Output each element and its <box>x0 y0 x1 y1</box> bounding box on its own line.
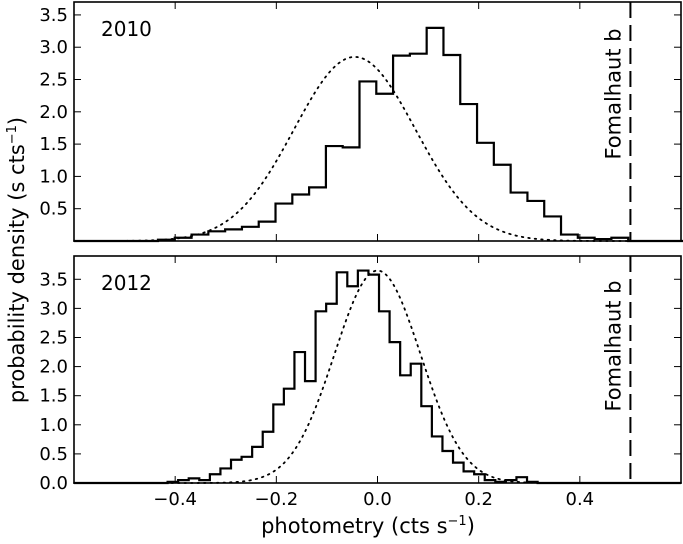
y-tick-label: 3.5 <box>39 5 68 26</box>
x-axis: −0.4 −0.2 0.0 0.2 0.4 <box>153 489 594 510</box>
y-tick-label: 3.0 <box>39 298 68 319</box>
x-tick-label: 0.0 <box>363 489 392 510</box>
y-tick-label: 3.5 <box>39 269 68 290</box>
y-axis-title: probability density (s cts−1) <box>5 117 29 403</box>
x-tick-label: −0.2 <box>254 489 298 510</box>
y-tick-label: 2.5 <box>39 327 68 348</box>
x-tick-label: 0.4 <box>566 489 595 510</box>
histogram-steps <box>74 269 681 485</box>
panel-frame <box>73 1 682 242</box>
panel-frame <box>73 255 682 484</box>
gaussian-fit-curve <box>73 56 682 242</box>
x-axis-title: photometry (cts s−1) <box>261 514 475 538</box>
y-tick-label: 1.5 <box>39 386 68 407</box>
panel-year-label: 2012 <box>101 271 152 295</box>
x-tick-label: 0.2 <box>464 489 493 510</box>
y-tick-label: 2.5 <box>39 70 68 91</box>
fomalhaut-b-label: Fomalhaut b <box>601 28 625 159</box>
panel-2012: 0.0 0.5 1.0 1.5 2.0 2.5 3.0 3.5 Fomalhaut b 2012 <box>39 255 682 494</box>
fomalhaut-b-label: Fomalhaut b <box>601 280 625 411</box>
y-tick-label: 2.0 <box>39 102 68 123</box>
y-tick-label: 0.0 <box>39 473 68 494</box>
histogram-steps <box>74 26 683 243</box>
panel-2010: 0.5 1.0 1.5 2.0 2.5 3.0 3.5 Fomalhaut b 2010 <box>39 1 683 243</box>
x-tick-label: −0.4 <box>153 489 197 510</box>
y-tick-label: 0.5 <box>39 444 68 465</box>
y-tick-label: 0.5 <box>39 199 68 220</box>
y-tick-label: 1.0 <box>39 166 68 187</box>
y-tick-label: 1.0 <box>39 415 68 436</box>
gaussian-fit-curve <box>73 269 682 484</box>
y-tick-label: 2.0 <box>39 357 68 378</box>
y-tick-label: 3.0 <box>39 37 68 58</box>
y-tick-label: 1.5 <box>39 134 68 155</box>
panel-year-label: 2010 <box>101 17 152 41</box>
